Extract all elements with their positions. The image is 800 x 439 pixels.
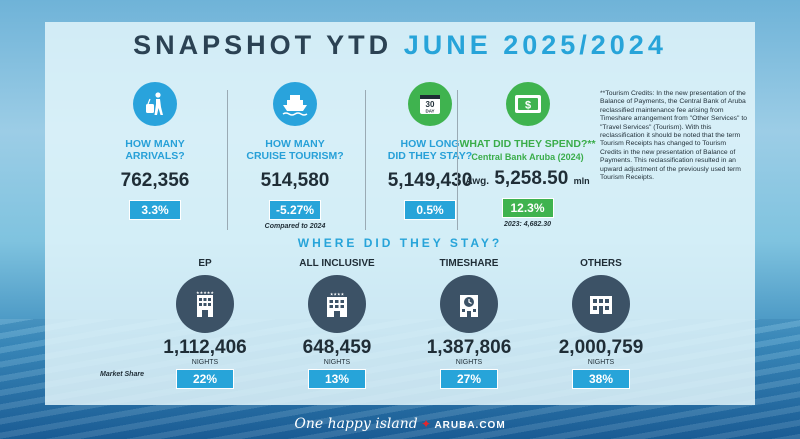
spend-unit: mln (573, 176, 590, 186)
divider (227, 90, 228, 230)
category-label: ALL INCLUSIVE (299, 258, 375, 269)
divider (457, 90, 458, 230)
stay-stat: 30 DAY HOW LONG DID THEY STAY? 5,149,430 … (370, 82, 490, 220)
category-label: EP (198, 258, 212, 269)
star-icon: ✦ (421, 417, 432, 431)
website-link[interactable]: ARUBA.COM (434, 420, 506, 431)
category-label: TIMESHARE (439, 258, 499, 269)
market-share-badge: 13% (308, 369, 366, 389)
market-share-badge: 27% (440, 369, 498, 389)
stay-change-badge: 0.5% (404, 200, 456, 220)
calendar-number: 30 (426, 100, 435, 109)
nights-label: NIGHTS (455, 359, 483, 366)
category-nights-value: 1,112,406 (163, 337, 247, 358)
spend-change-badge: 12.3% (501, 198, 554, 218)
category-all-inclusive: ALL INCLUSIVE ★★★★ 648,459 NIGHTS 13% (277, 258, 397, 389)
category-ep: EP ★★★★★ 1,112,406 NIGHTS 22% (145, 258, 265, 389)
svg-text:★★★★★: ★★★★★ (196, 290, 214, 295)
market-share-label: Market Share (100, 371, 144, 378)
market-share-badge: 22% (176, 369, 234, 389)
category-nights-value: 2,000,759 (558, 337, 644, 358)
cruise-compare-note: Compared to 2024 (264, 223, 326, 230)
stay-question: HOW LONG DID THEY STAY? (370, 138, 490, 162)
title-highlight: JUNE 2025/2024 (403, 30, 667, 60)
resort-building-icon: ★★★★ (308, 275, 366, 333)
arrivals-question: HOW MANY ARRIVALS? (95, 138, 215, 162)
nights-label: NIGHTS (191, 359, 219, 366)
calendar-text: DAY (425, 109, 434, 114)
spend-question: WHAT DID THEY SPEND?** (459, 138, 596, 150)
category-label: OTHERS (580, 258, 622, 269)
arrivals-change-badge: 3.3% (129, 200, 181, 220)
cruise-value: 514,580 (260, 170, 330, 191)
building-icon (572, 275, 630, 333)
category-others: OTHERS 2,000,759 NIGHTS 38% (541, 258, 661, 389)
divider (365, 90, 366, 230)
market-share-badge: 38% (572, 369, 630, 389)
title-prefix: SNAPSHOT YTD (133, 30, 393, 60)
dollar-bill-icon: $ (505, 82, 550, 126)
cruise-ship-icon (273, 82, 317, 126)
tourism-credits-footnote: **Tourism Credits: In the new presentati… (600, 90, 747, 182)
category-nights-value: 648,459 (302, 337, 372, 358)
svg-text:$: $ (524, 100, 530, 112)
timeshare-clock-building-icon (440, 275, 498, 333)
spend-source: Central Bank Aruba (2024) (471, 152, 584, 162)
arrivals-q2: ARRIVALS? (125, 150, 185, 162)
spend-stat: $ WHAT DID THEY SPEND?** Central Bank Ar… (455, 82, 600, 228)
where-heading: WHERE DID THEY STAY? (297, 236, 503, 250)
cruise-stat: HOW MANY CRUISE TOURISM? 514,580 -5.27% … (230, 82, 360, 230)
hotel-building-icon: ★★★★★ (176, 275, 234, 333)
slogan: One happy island (294, 416, 418, 432)
stay-q2: DID THEY STAY? (387, 150, 473, 162)
nights-label: NIGHTS (323, 359, 351, 366)
arrivals-value: 762,356 (120, 170, 190, 191)
footer-brand: One happy island ✦ ARUBA.COM (0, 416, 800, 432)
calendar-30-day-icon: 30 DAY (408, 82, 452, 126)
cruise-q2: CRUISE TOURISM? (246, 150, 344, 162)
page-title: SNAPSHOT YTD JUNE 2025/2024 (45, 30, 755, 61)
stay-q1: HOW LONG (400, 138, 460, 150)
stay-value: 5,149,430 (387, 170, 473, 191)
luggage-traveler-icon (133, 82, 177, 126)
spend-value: 5,258.50 (494, 168, 569, 189)
spend-amount: Awg. 5,258.50 mln (455, 168, 600, 190)
snapshot-panel: SNAPSHOT YTD JUNE 2025/2024 HOW MANY ARR… (45, 22, 755, 405)
category-timeshare: TIMESHARE 1,387,806 NIGHTS 27% (409, 258, 529, 389)
arrivals-stat: HOW MANY ARRIVALS? 762,356 3.3% (95, 82, 215, 220)
cruise-q1: HOW MANY (265, 138, 325, 150)
arrivals-q1: HOW MANY (125, 138, 185, 150)
spend-currency: Awg. (465, 176, 490, 187)
cruise-change-badge: -5.27% (268, 200, 322, 220)
nights-label: NIGHTS (587, 359, 615, 366)
cruise-question: HOW MANY CRUISE TOURISM? (230, 138, 360, 162)
svg-text:★★★★: ★★★★ (330, 292, 345, 297)
category-nights-value: 1,387,806 (426, 337, 512, 358)
spend-prior-year: 2023: 4,682.30 (503, 221, 552, 228)
